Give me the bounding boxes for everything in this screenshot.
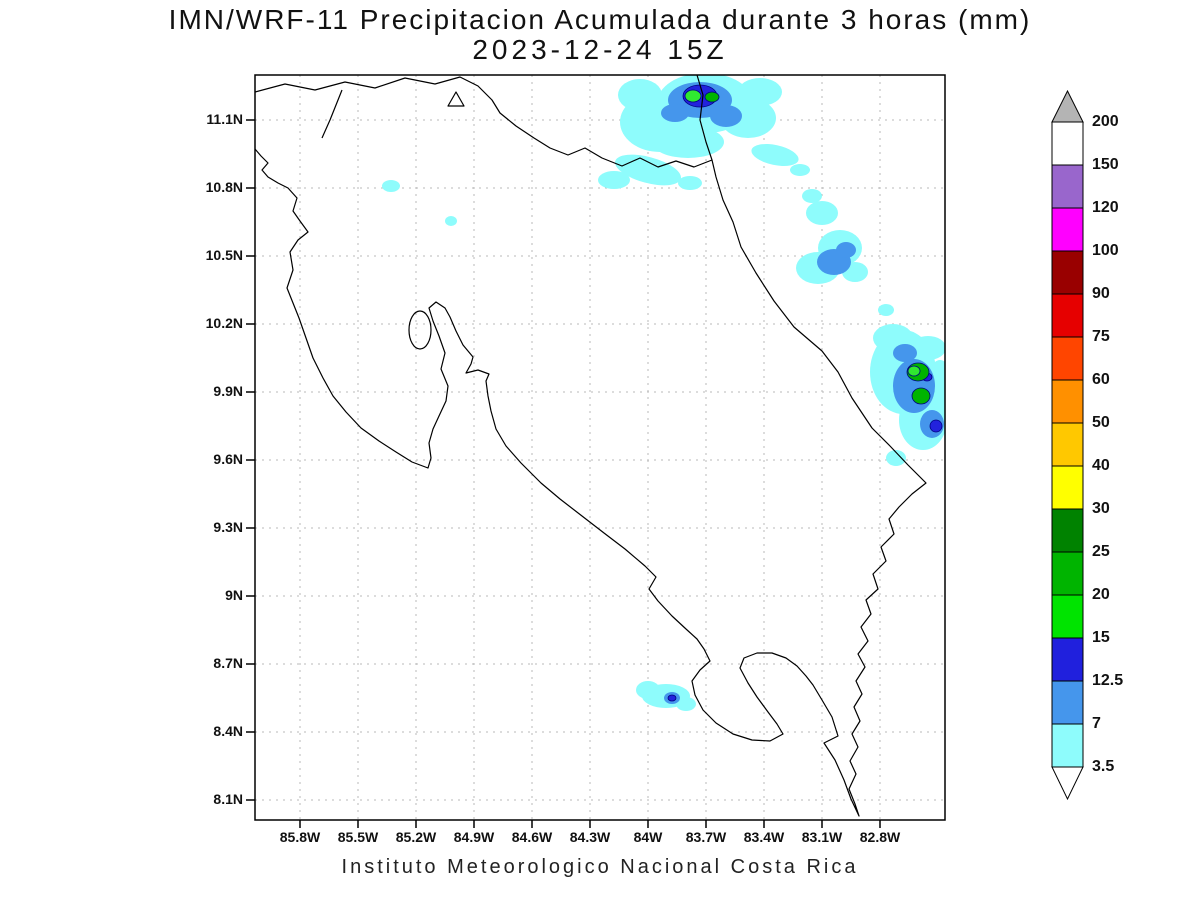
precip-patch xyxy=(911,387,931,405)
precip-patch xyxy=(893,344,917,362)
gridlines xyxy=(255,75,945,820)
precip-patch xyxy=(676,697,696,711)
colorbar-label: 100 xyxy=(1092,242,1119,259)
lat-label: 10.2N xyxy=(205,315,243,331)
lat-label: 8.4N xyxy=(213,723,243,739)
lon-label: 84.9W xyxy=(453,829,495,845)
lon-label: 85.8W xyxy=(279,829,321,845)
colorbar-label: 50 xyxy=(1092,414,1110,431)
colorbar-label: 25 xyxy=(1092,543,1110,560)
page-title: IMN/WRF-11 Precipitacion Acumulada duran… xyxy=(168,4,1032,35)
colorbar-label: 90 xyxy=(1092,285,1110,302)
lon-label: 83.4W xyxy=(743,829,785,845)
precip-patch xyxy=(806,201,838,225)
lat-label: 11.1N xyxy=(206,111,243,127)
colorbar-label: 12.5 xyxy=(1092,672,1124,689)
lat-label: 9.9N xyxy=(213,383,243,399)
colorbar-label: 120 xyxy=(1092,199,1119,216)
precip-patch xyxy=(618,79,662,111)
colorbar-label: 60 xyxy=(1092,371,1110,388)
precip-patch xyxy=(738,78,782,106)
precip-patch xyxy=(445,216,457,226)
precip-patch xyxy=(667,694,677,702)
lon-label: 85.2W xyxy=(395,829,437,845)
lon-label: 84.3W xyxy=(569,829,611,845)
precip-patch xyxy=(661,104,689,122)
coastline xyxy=(255,75,927,817)
colorbar-label: 40 xyxy=(1092,457,1110,474)
colorbar-label: 30 xyxy=(1092,500,1110,517)
precip-patch xyxy=(636,681,660,699)
colorbar xyxy=(1051,89,1084,801)
map-frame xyxy=(254,74,946,821)
precip-patch xyxy=(886,450,906,466)
precip-patch xyxy=(751,144,799,166)
lon-label: 83.1W xyxy=(801,829,843,845)
precip-patch xyxy=(678,176,702,190)
page-subtitle: 2023-12-24 15Z xyxy=(472,34,728,65)
precip-patch xyxy=(652,126,724,158)
costa-rica-outline xyxy=(255,75,927,817)
lat-label: 8.7N xyxy=(213,655,243,671)
lon-label: 82.8W xyxy=(859,829,901,845)
nicaragua-border-segment xyxy=(321,89,343,139)
lat-label: 9.3N xyxy=(213,519,243,535)
lon-label: 84W xyxy=(633,829,663,845)
precip-patch xyxy=(684,89,702,103)
precipitation-patches xyxy=(382,75,945,711)
precip-patch xyxy=(836,242,856,258)
axis-ticks xyxy=(246,119,881,828)
colorbar-label: 75 xyxy=(1092,328,1110,345)
precip-patch xyxy=(929,419,943,433)
precip-patch xyxy=(382,180,400,192)
lon-label: 83.7W xyxy=(685,829,727,845)
solentiname-island xyxy=(447,91,465,107)
lat-label: 8.1N xyxy=(213,791,243,807)
precip-patch xyxy=(910,336,945,360)
colorbar-label: 7 xyxy=(1092,715,1101,732)
lon-label: 85.5W xyxy=(337,829,379,845)
colorbar-label: 200 xyxy=(1092,113,1119,130)
precip-patch xyxy=(598,171,630,189)
lat-label: 10.5N xyxy=(205,247,243,263)
gulf-of-nicoya-island xyxy=(408,310,432,350)
lon-label: 84.6W xyxy=(511,829,553,845)
lat-label: 9.6N xyxy=(213,451,243,467)
precip-patch xyxy=(710,105,742,127)
precip-patch xyxy=(907,365,921,377)
precip-patch xyxy=(878,304,894,316)
colorbar-label: 15 xyxy=(1092,629,1110,646)
lat-label: 9N xyxy=(225,587,243,603)
colorbar-label: 3.5 xyxy=(1092,758,1115,775)
lake-nicaragua-shore-and-border-river xyxy=(255,76,713,168)
precip-patch xyxy=(790,164,810,176)
lat-label: 10.8N xyxy=(205,179,243,195)
precip-patch xyxy=(704,91,720,103)
footer-text: Instituto Meteorologico Nacional Costa R… xyxy=(341,856,859,878)
precip-patch xyxy=(802,189,822,203)
colorbar-label: 150 xyxy=(1092,156,1119,173)
colorbar-label: 20 xyxy=(1092,586,1110,603)
